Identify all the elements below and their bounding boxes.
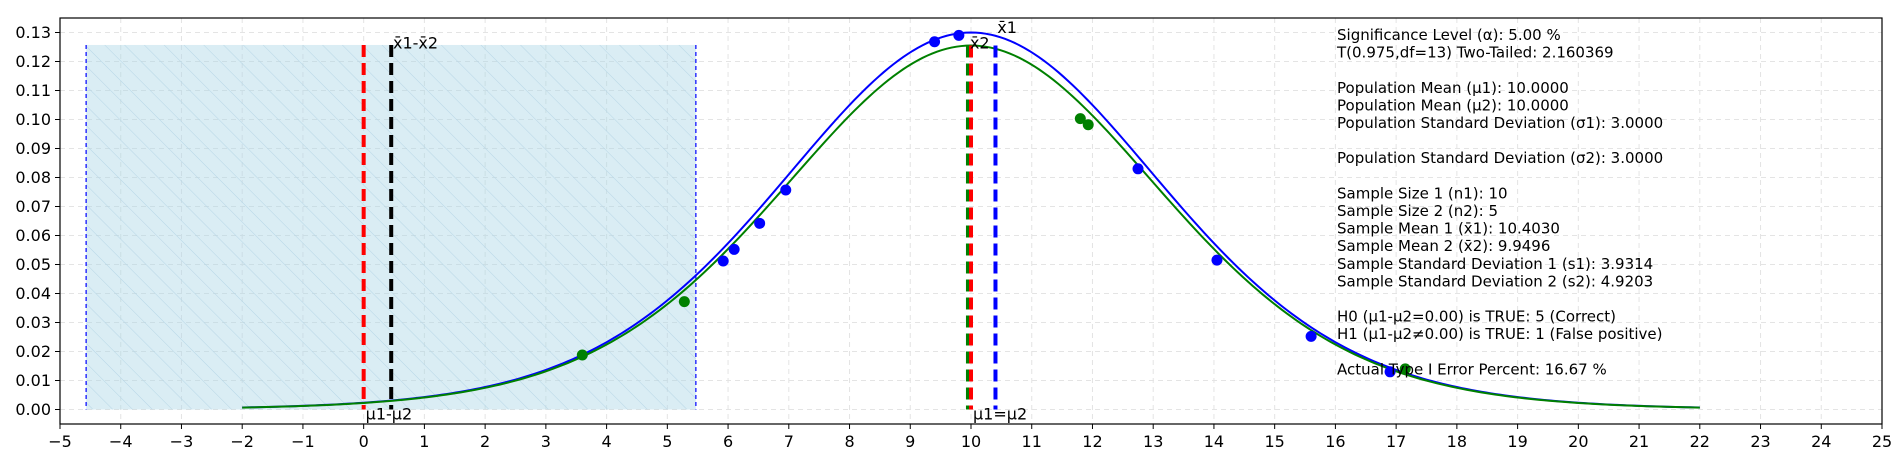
x-tick-label: 22 [1690,432,1710,451]
y-tick-label: 0.11 [15,81,51,100]
annotation-label: μ1-μ2 [366,405,413,424]
info-line: Sample Size 2 (n2): 5 [1337,202,1498,220]
info-line: Actual Type I Error Percent: 16.67 % [1337,360,1607,378]
x-tick-label: 12 [1082,432,1102,451]
info-panel: Significance Level (α): 5.00 %T(0.975,df… [1336,26,1663,378]
x-tick-label: −5 [48,432,72,451]
info-line: Sample Size 1 (n1): 10 [1337,184,1508,202]
annotation-label: x̄1-x̄2 [393,33,438,52]
x-tick-label: 16 [1325,432,1345,451]
sample-point-series-1 [1132,163,1144,175]
info-line: Population Standard Deviation (σ1): 3.00… [1337,114,1663,132]
sample-point-series-1 [728,243,740,255]
info-line: Population Mean (μ2): 10.0000 [1337,96,1569,114]
annotation-label: μ1=μ2 [973,405,1027,424]
x-tick-label: 10 [961,432,981,451]
y-tick-label: 0.08 [15,168,51,187]
y-tick-label: 0.04 [15,284,51,303]
info-line: T(0.975,df=13) Two-Tailed: 2.160369 [1336,44,1614,62]
x-tick-label: 13 [1143,432,1163,451]
info-line: Significance Level (α): 5.00 % [1337,26,1561,44]
x-tick-label: 7 [784,432,794,451]
info-line: Sample Mean 2 (x̄2): 9.9496 [1337,237,1550,255]
sample-point-series-2 [1399,363,1411,375]
x-tick-label: 20 [1568,432,1588,451]
x-tick-label: 0 [359,432,369,451]
annotations: x̄1-x̄2 μ1-μ2 x̄1 x̄2 μ1=μ2 [366,18,1027,424]
sample-point-series-2 [1082,119,1094,131]
x-tick-label: 9 [905,432,915,451]
x-tick-label: 17 [1386,432,1406,451]
x-tick-label: 25 [1872,432,1892,451]
y-tick-label: 0.00 [15,400,51,419]
y-tick-label: 0.10 [15,110,51,129]
sample-point-series-2 [576,349,588,361]
sample-points [576,29,1411,378]
x-tick-label: 8 [844,432,854,451]
x-tick-label: 14 [1204,432,1224,451]
info-line: H1 (μ1-μ2≠0.00) is TRUE: 1 (False positi… [1337,325,1663,343]
x-tick-label: 23 [1750,432,1770,451]
info-line: Sample Standard Deviation 1 (s1): 3.9314 [1337,255,1653,273]
sample-point-series-1 [953,29,965,41]
info-line: Sample Mean 1 (x̄1): 10.4030 [1337,220,1560,238]
x-tick-label: 15 [1264,432,1284,451]
sample-point-series-1 [754,217,766,229]
y-tick-label: 0.05 [15,255,51,274]
y-tick-label: 0.06 [15,226,51,245]
y-tick-label: 0.02 [15,342,51,361]
axes: −5 −4 −3 −2 −1 0 1 2 3 4 5 6 7 8 9 10 11 12 13 14 15 16 17 18 19… [15,17,1892,451]
x-tick-label: 21 [1629,432,1649,451]
x-tick-label: 2 [480,432,490,451]
info-line: H0 (μ1-μ2=0.00) is TRUE: 5 (Correct) [1337,308,1616,326]
info-line: Population Mean (μ1): 10.0000 [1337,79,1569,97]
x-tick-label: −2 [230,432,254,451]
x-tick-label: −4 [109,432,133,451]
x-tick-label: 11 [1022,432,1042,451]
x-tick-label: 3 [541,432,551,451]
y-tick-label: 0.07 [15,197,51,216]
x-tick-label: 19 [1507,432,1527,451]
x-tick-label: −1 [291,432,315,451]
sample-point-series-1 [1384,366,1396,378]
sample-point-series-1 [717,255,729,267]
x-tick-label: 4 [602,432,612,451]
annotation-label: x̄1 [997,18,1017,37]
x-tick-label: 6 [723,432,733,451]
info-line: Population Standard Deviation (σ2): 3.00… [1337,149,1663,167]
x-tick-label: 5 [662,432,672,451]
sample-point-series-2 [1074,113,1086,125]
sample-point-series-2 [678,296,690,308]
sample-point-series-1 [780,184,792,196]
sample-point-series-1 [1305,330,1317,342]
y-tick-label: 0.12 [15,52,51,71]
x-tick-label: 18 [1447,432,1467,451]
vertical-lines [361,44,998,410]
info-line: Sample Standard Deviation 2 (s2): 4.9203 [1337,272,1653,290]
y-tick-label: 0.03 [15,313,51,332]
y-tick-label: 0.09 [15,139,51,158]
y-tick-label: 0.13 [15,23,51,42]
x-tick-label: 1 [419,432,429,451]
x-tick-label: −3 [170,432,194,451]
x-tick-label: 24 [1811,432,1831,451]
sample-point-series-1 [929,36,941,48]
y-tick-label: 0.01 [15,371,51,390]
sample-point-series-1 [1211,254,1223,266]
annotation-label: x̄2 [970,33,990,52]
